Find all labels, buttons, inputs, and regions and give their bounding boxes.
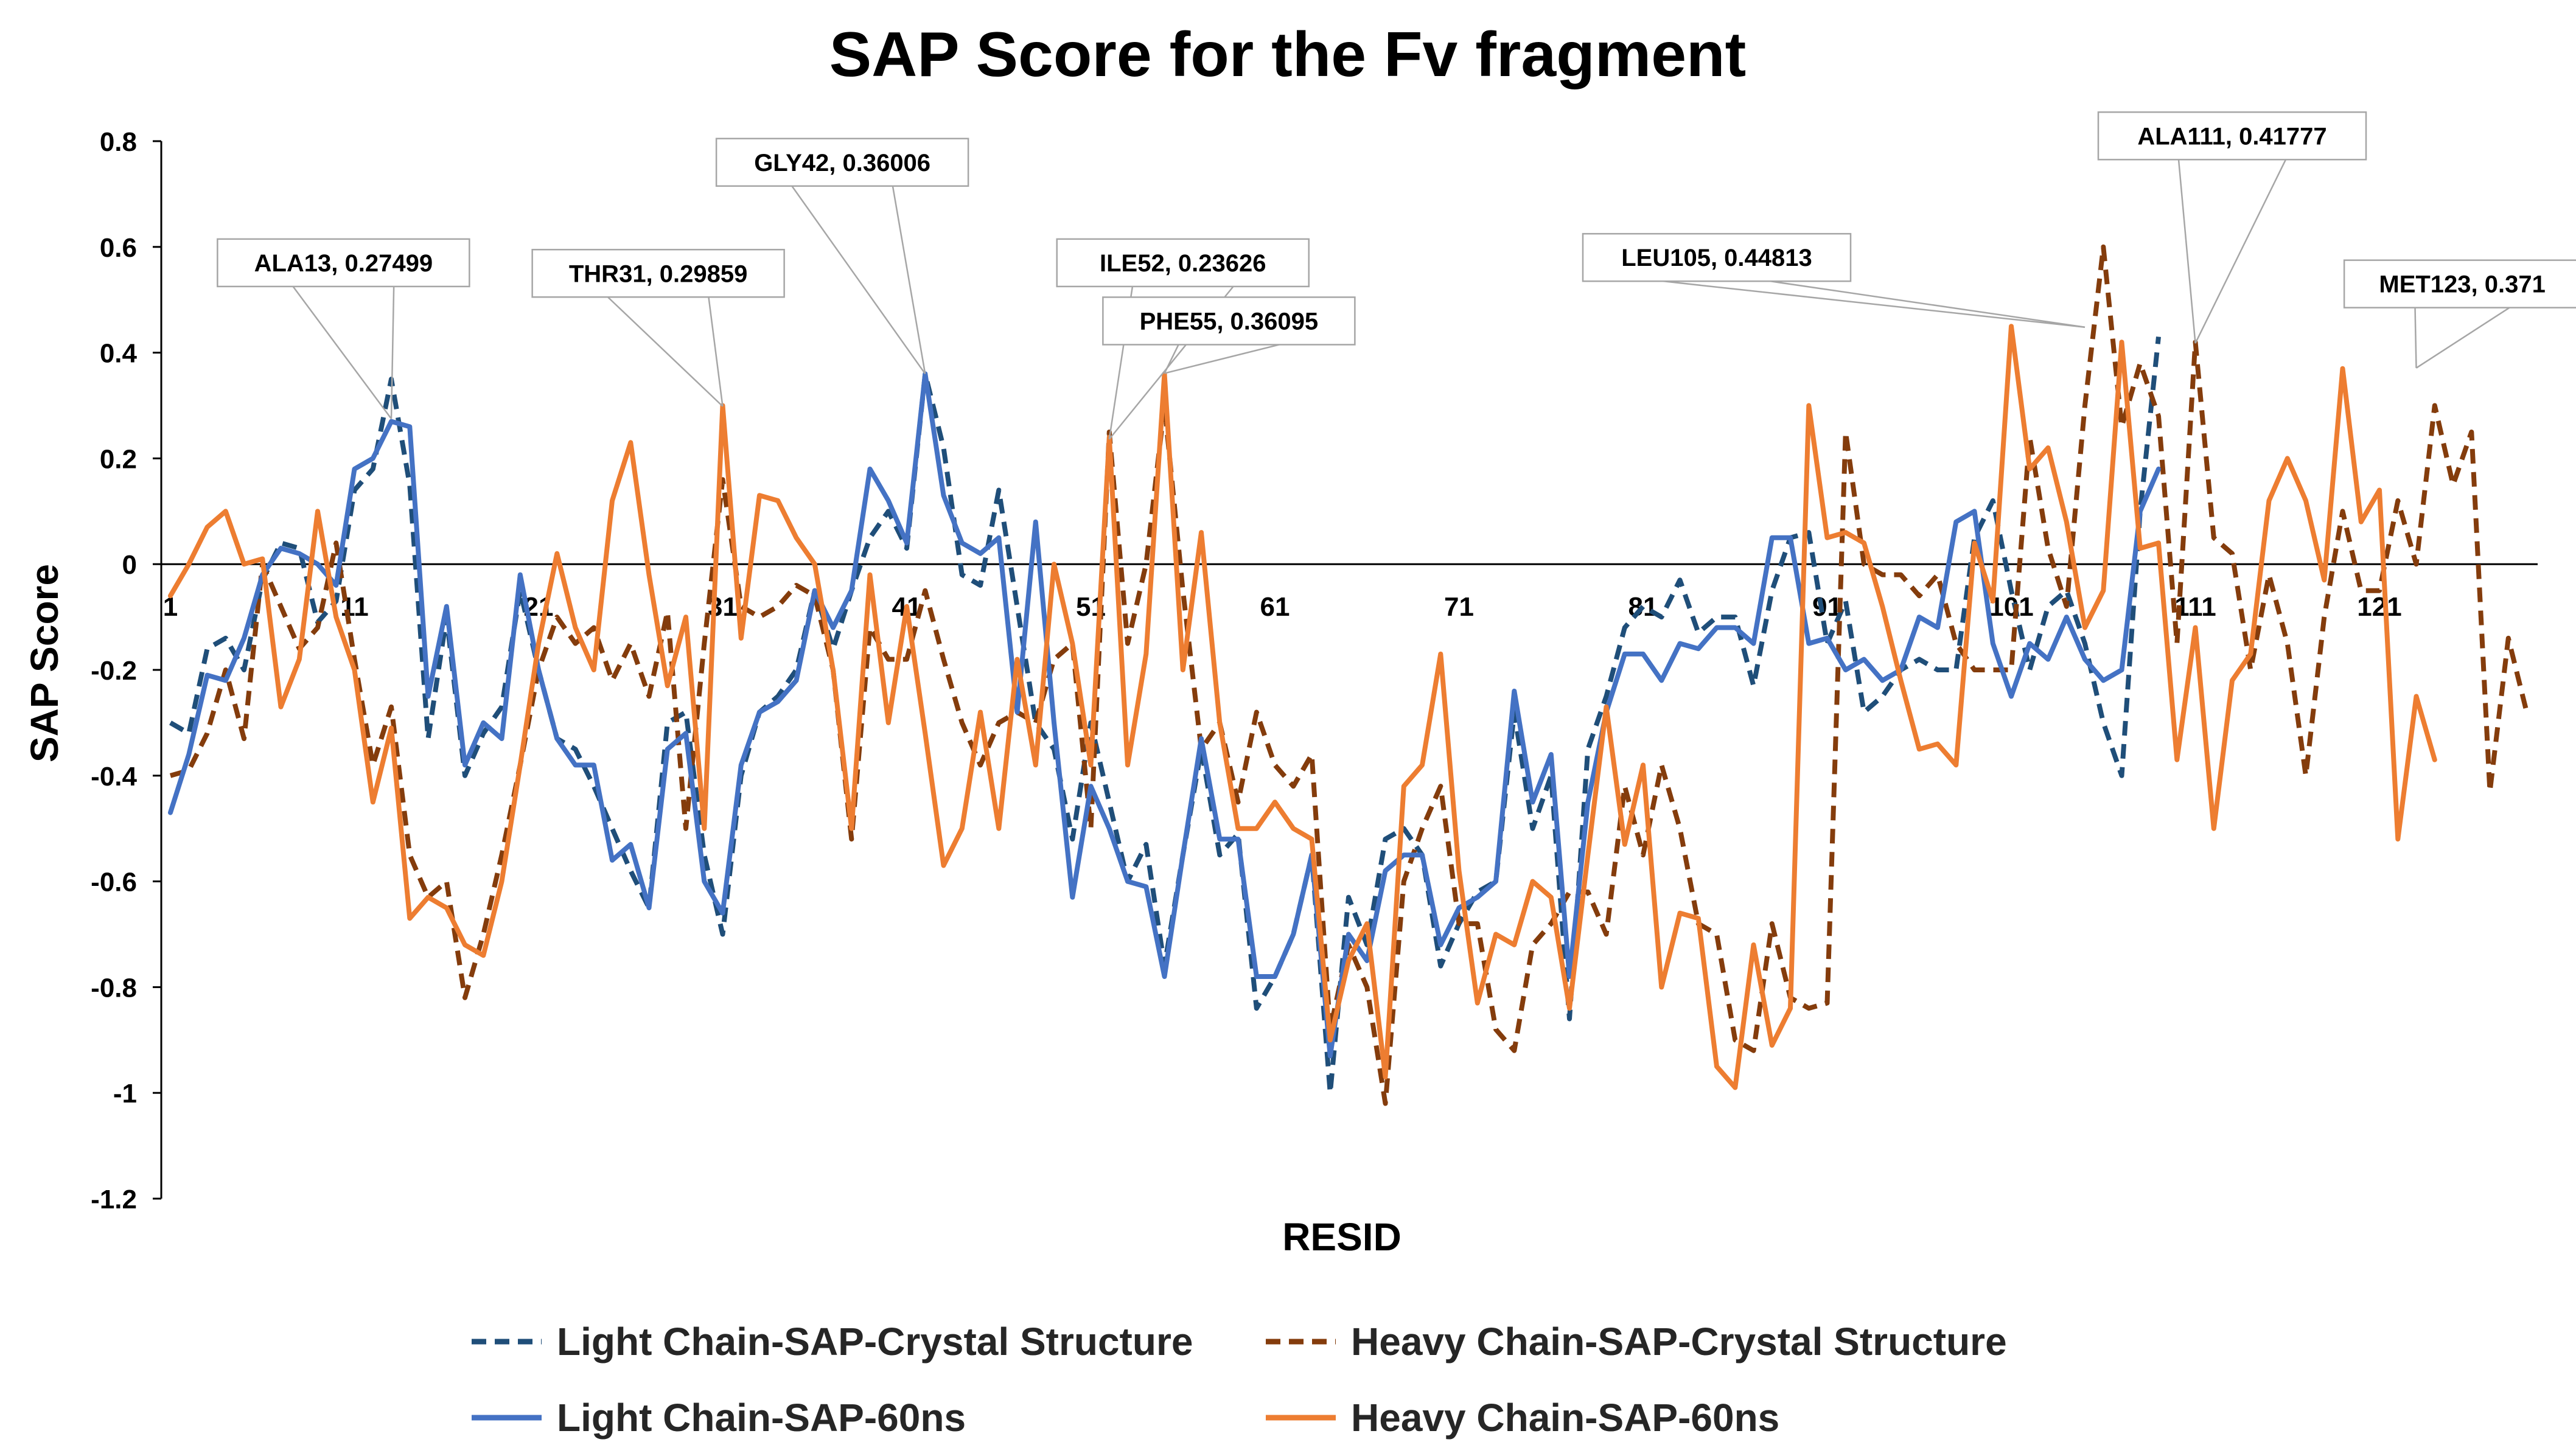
legend-item: Heavy Chain-SAP-Crystal Structure (1266, 1320, 2007, 1364)
callout-leader (892, 186, 926, 374)
callout-leader (1164, 344, 1179, 374)
callout-leader (607, 296, 724, 407)
callout-box (2097, 111, 2367, 161)
x-axis-label: RESID (1282, 1215, 1401, 1259)
series-line-3 (168, 371, 2161, 1059)
legend-label: Light Chain-SAP-60ns (557, 1396, 966, 1440)
callout: ALA13, 0.27499 (217, 238, 470, 419)
y-tick-label: -0.6 (91, 868, 137, 897)
legend-label: Heavy Chain-SAP-Crystal Structure (1351, 1320, 2007, 1364)
callout-label: PHE55, 0.36095 (1140, 308, 1319, 335)
callout: LEU105, 0.44813 (1582, 232, 2086, 329)
callout: GLY42, 0.36006 (715, 138, 969, 375)
callout-label: THR31, 0.29859 (569, 260, 748, 287)
legend-label: Heavy Chain-SAP-60ns (1351, 1396, 1779, 1440)
callout-leader (2414, 307, 2417, 368)
callout-box (1102, 296, 1356, 346)
callout-box (1056, 238, 1310, 288)
callout-leader (1663, 280, 2086, 329)
callout-leader (2194, 159, 2287, 344)
callouts: ALA13, 0.27499 THR31, 0.29859 GLY42, 0.360… (217, 111, 2576, 440)
callout-box (2343, 259, 2576, 308)
callout: ALA111, 0.41777 (2097, 111, 2367, 344)
callout-label: MET123, 0.371 (2379, 271, 2546, 298)
y-tick-label: -1.2 (91, 1185, 137, 1214)
callout-box (1582, 232, 1852, 282)
y-tick-label: -1 (113, 1079, 137, 1109)
x-tick-label: 121 (2357, 592, 2401, 622)
callout-leader (390, 286, 395, 419)
callout-label: ILE52, 0.23626 (1100, 250, 1266, 277)
callout: MET123, 0.371 (2343, 259, 2576, 369)
series-lines (168, 244, 2529, 1106)
y-tick-label: -0.8 (91, 973, 137, 1003)
y-tick-label: 0.4 (100, 339, 138, 369)
callout-box (217, 238, 470, 288)
callout-leader (708, 297, 724, 406)
y-axis-label: SAP Score (23, 564, 66, 762)
legend-item: Light Chain-SAP-60ns (472, 1396, 966, 1440)
callout-label: GLY42, 0.36006 (754, 150, 930, 176)
y-tick-label: 0.2 (100, 444, 137, 474)
x-tick-label: 101 (1989, 592, 2033, 622)
callout-leader (791, 186, 926, 375)
callout-box (715, 138, 969, 187)
callout-label: ALA13, 0.27499 (254, 250, 433, 277)
callout-leader (292, 286, 393, 419)
chart-title: SAP Score for the Fv fragment (829, 19, 1746, 90)
callout: PHE55, 0.36095 (1102, 296, 1356, 374)
y-tick-label: 0.8 (100, 127, 137, 157)
callout-leader (1164, 344, 1280, 374)
callout-leader (1770, 280, 2086, 329)
y-tick-label: 0 (122, 550, 137, 580)
x-tick-label: 71 (1444, 592, 1474, 622)
x-tick-label: 61 (1260, 592, 1290, 622)
legend-item: Light Chain-SAP-Crystal Structure (472, 1320, 1193, 1364)
callout-leader (2415, 307, 2510, 369)
callout-box (531, 249, 785, 298)
callout-label: ALA111, 0.41777 (2137, 123, 2326, 150)
callout: THR31, 0.29859 (531, 249, 785, 407)
callout-label: LEU105, 0.44813 (1621, 245, 1812, 271)
legend-label: Light Chain-SAP-Crystal Structure (557, 1320, 1193, 1364)
series-line-4 (168, 324, 2437, 1090)
y-tick-label: -0.2 (91, 656, 137, 686)
y-tick-label: -0.4 (91, 762, 137, 792)
callout-leader (2177, 159, 2196, 344)
legend: Light Chain-SAP-Crystal Structure Heavy C… (472, 1320, 2007, 1440)
legend-item: Heavy Chain-SAP-60ns (1266, 1396, 1779, 1440)
y-tick-label: 0.6 (100, 233, 137, 263)
